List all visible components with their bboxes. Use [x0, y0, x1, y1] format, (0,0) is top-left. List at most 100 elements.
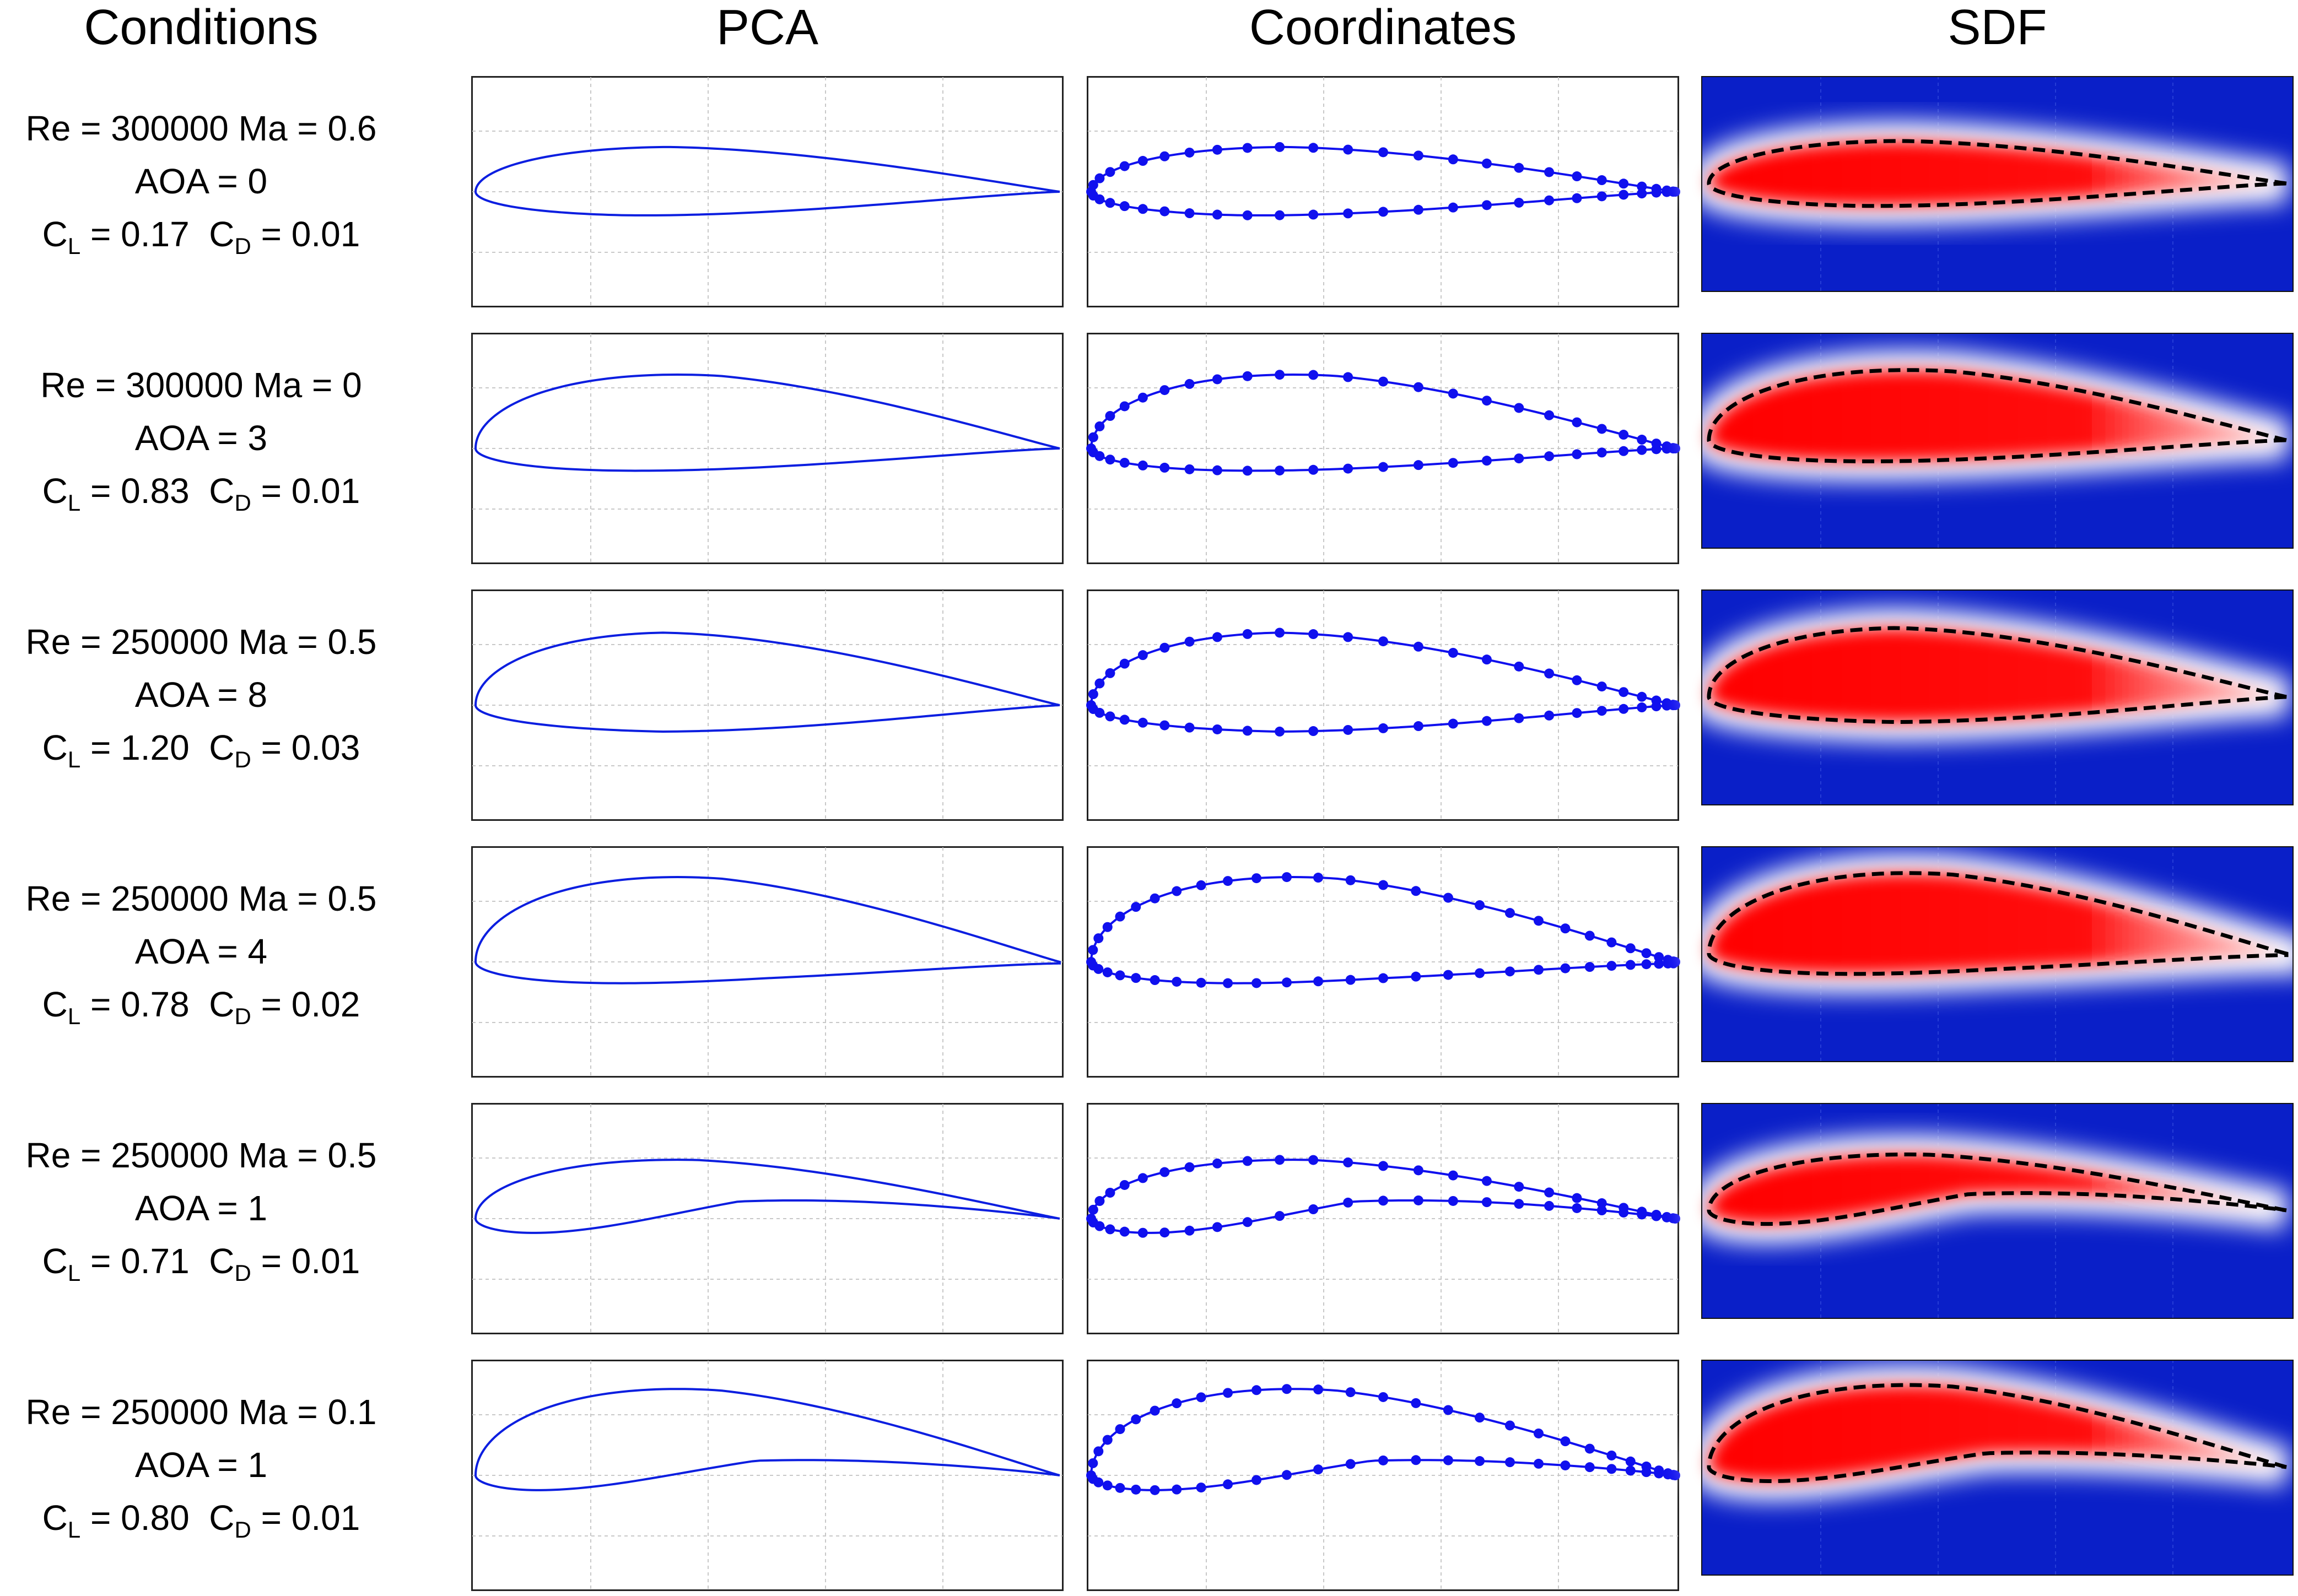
coordinate-point [1119, 1226, 1130, 1237]
coordinate-point [1378, 207, 1388, 217]
coordinate-point [1606, 937, 1617, 948]
cl-cd-label: CL = 0.78 CD = 0.02 [0, 978, 402, 1031]
coordinate-point [1378, 1161, 1388, 1171]
coordinate-point [1137, 204, 1148, 214]
coordinate-point [1637, 445, 1647, 455]
coordinate-point [1514, 1199, 1524, 1209]
coordinate-point [1093, 1477, 1104, 1487]
cl-cd-label: CL = 0.17 CD = 0.01 [0, 208, 402, 261]
coordinate-point [1105, 455, 1115, 465]
coordinate-point [1572, 193, 1582, 203]
coordinate-point [1172, 1398, 1182, 1409]
coordinate-point [1596, 1205, 1607, 1216]
coordinates-points [1086, 872, 1680, 988]
coordinate-point [1313, 873, 1324, 883]
coordinate-point [1119, 457, 1130, 468]
coordinate-point [1102, 1480, 1113, 1491]
coordinate-point [1252, 1385, 1262, 1395]
coordinate-point [1281, 977, 1292, 988]
coordinate-point [1313, 1384, 1324, 1395]
coordinate-point [1088, 689, 1098, 700]
coordinate-point [1223, 978, 1233, 988]
coordinate-point [1572, 1193, 1582, 1203]
sdf-frame [1701, 846, 2294, 1062]
coordinate-point [1533, 916, 1544, 926]
pca-panel [471, 846, 1064, 1078]
coordinate-point [1172, 976, 1182, 987]
sdf-frame [1701, 1103, 2294, 1319]
coordinate-point [1475, 1413, 1485, 1423]
coordinate-point [1308, 143, 1319, 153]
aoa-label: AOA = 0 [134, 161, 268, 201]
coordinate-point [1172, 1484, 1182, 1495]
coordinate-point [1343, 724, 1353, 735]
coordinate-point [1159, 385, 1170, 396]
coordinate-point [1223, 1388, 1233, 1398]
aoa-label: AOA = 4 [134, 932, 268, 971]
coordinate-point [1242, 1156, 1253, 1166]
coordinate-point [1275, 142, 1285, 152]
coordinate-point [1619, 687, 1629, 697]
conditions-text: Re = 250000 Ma = 0.5 AOA = 1 CL = 0.71 CD … [0, 1129, 402, 1287]
coordinate-point [1514, 1182, 1524, 1192]
coordinate-point [1105, 167, 1115, 177]
coordinate-point [1544, 1187, 1555, 1198]
pca-grid [472, 1361, 1062, 1590]
coordinate-point [1448, 718, 1458, 729]
coordinate-point [1584, 1443, 1595, 1454]
pca-grid [472, 334, 1062, 563]
cl-value: CL = 0.17 [42, 214, 190, 259]
cl-value: CL = 0.83 [42, 471, 190, 516]
coordinate-point [1252, 1475, 1262, 1485]
coordinate-point [1159, 1227, 1170, 1238]
re-ma-label: Re = 300000 Ma = 0.6 [25, 109, 377, 148]
coordinates-points [1086, 1384, 1680, 1495]
coordinate-point [1560, 963, 1571, 973]
sdf-interior [1709, 1154, 2286, 1224]
coordinate-point [1544, 167, 1555, 177]
sdf-frame [1701, 76, 2294, 292]
conditions-text: Re = 250000 Ma = 0.5 AOA = 4 CL = 0.78 CD … [0, 872, 402, 1031]
coordinates-panel [1086, 846, 1680, 1078]
coordinate-point [1159, 720, 1170, 731]
coordinates-points [1086, 627, 1680, 737]
aoa-label: AOA = 1 [134, 1445, 268, 1485]
sdf-header: SDF [1948, 0, 2047, 55]
coordinate-point [1345, 1459, 1356, 1469]
coordinate-point [1448, 1195, 1458, 1206]
coordinates-grid [1088, 77, 1678, 306]
coordinate-point [1196, 1392, 1206, 1403]
coordinate-point [1619, 1207, 1629, 1218]
coordinate-point [1343, 463, 1353, 474]
coordinate-point [1184, 147, 1195, 158]
coordinate-point [1159, 151, 1170, 161]
coordinate-point [1584, 930, 1595, 941]
coordinate-point [1411, 1455, 1421, 1465]
coordinate-point [1378, 1392, 1388, 1402]
coordinate-point [1281, 1384, 1292, 1394]
coordinate-point [1637, 181, 1647, 192]
coordinate-point [1606, 961, 1617, 971]
coordinate-point [1150, 975, 1160, 986]
coordinate-point [1443, 892, 1453, 903]
coordinate-point [1596, 681, 1607, 692]
coordinate-point [1641, 1467, 1652, 1478]
coordinate-point [1308, 726, 1319, 737]
pca-grid [472, 591, 1062, 820]
coordinate-point [1481, 200, 1492, 210]
coordinate-point [1475, 968, 1485, 978]
coordinate-point [1596, 191, 1607, 202]
coordinate-point [1343, 632, 1353, 642]
coordinate-point [1475, 1456, 1485, 1467]
coordinate-point [1184, 464, 1195, 474]
coordinate-point [1275, 466, 1285, 476]
pca-panel [471, 333, 1064, 564]
coordinate-point [1514, 163, 1524, 173]
coordinate-point [1275, 1211, 1285, 1221]
coordinate-point [1184, 208, 1195, 219]
re-ma-label: Re = 250000 Ma = 0.5 [25, 879, 377, 918]
coordinate-point [1514, 403, 1524, 413]
sdf-frame [1701, 333, 2294, 549]
coordinate-point [1411, 1398, 1421, 1408]
coordinate-point [1212, 1222, 1222, 1232]
